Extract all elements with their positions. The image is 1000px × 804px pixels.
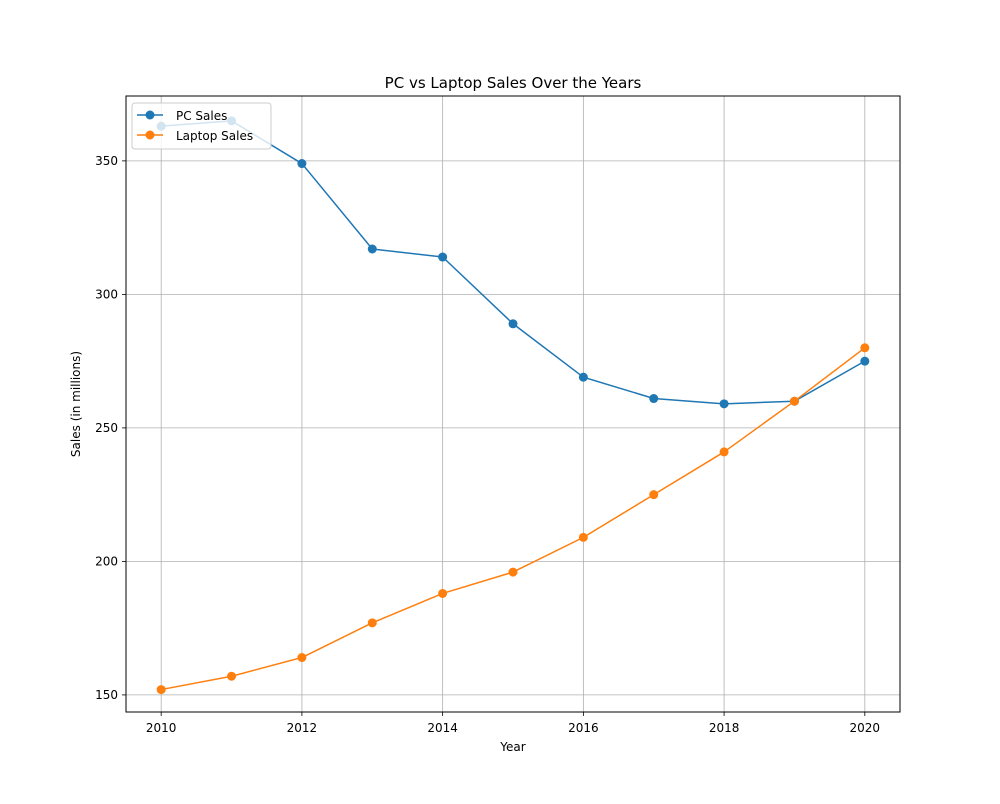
data-point-pc-sales xyxy=(297,159,307,169)
legend-box xyxy=(131,102,272,150)
data-point-laptop-sales xyxy=(508,567,518,577)
data-point-laptop-sales xyxy=(367,618,377,628)
legend-marker-pc-sales xyxy=(145,110,155,120)
legend: PC Sales Laptop Sales xyxy=(131,102,272,150)
legend-label-laptop-sales: Laptop Sales xyxy=(176,129,253,143)
y-tick-label: 150 xyxy=(95,688,118,702)
data-point-laptop-sales xyxy=(789,396,799,406)
x-tick-label: 2018 xyxy=(709,721,740,735)
data-point-laptop-sales xyxy=(227,671,237,681)
data-point-pc-sales xyxy=(578,372,588,382)
y-tick-label: 350 xyxy=(95,154,118,168)
grid-lines xyxy=(126,96,900,712)
y-axis-label: Sales (in millions) xyxy=(69,351,83,457)
data-point-laptop-sales xyxy=(438,588,448,598)
x-tick-label: 2016 xyxy=(568,721,599,735)
x-tick-label: 2020 xyxy=(850,721,881,735)
x-tick-label: 2014 xyxy=(427,721,458,735)
x-axis-label: Year xyxy=(499,740,525,754)
data-point-pc-sales xyxy=(719,399,729,409)
data-point-laptop-sales xyxy=(156,685,166,695)
chart-title: PC vs Laptop Sales Over the Years xyxy=(385,74,642,92)
legend-marker-laptop-sales xyxy=(145,130,155,140)
x-tick-label: 2010 xyxy=(146,721,177,735)
data-point-pc-sales xyxy=(438,252,448,262)
x-tick-label: 2012 xyxy=(287,721,318,735)
data-point-laptop-sales xyxy=(860,343,870,353)
data-point-pc-sales xyxy=(367,244,377,254)
plot-area-frame xyxy=(125,95,901,713)
data-point-pc-sales xyxy=(649,394,659,404)
y-tick-label: 250 xyxy=(95,421,118,435)
y-tick-label: 300 xyxy=(95,287,118,301)
legend-label-pc-sales: PC Sales xyxy=(176,109,227,123)
data-point-laptop-sales xyxy=(297,653,307,663)
series-lines xyxy=(156,116,870,695)
data-point-laptop-sales xyxy=(719,447,729,457)
data-point-pc-sales xyxy=(508,319,518,329)
y-axis-ticks: 150 200 250 300 350 xyxy=(95,154,126,702)
data-point-pc-sales xyxy=(860,356,870,366)
x-axis-ticks: 2010 2012 2014 2016 2018 2020 xyxy=(146,712,880,735)
data-point-laptop-sales xyxy=(649,490,659,500)
data-point-laptop-sales xyxy=(578,532,588,542)
y-tick-label: 200 xyxy=(95,554,118,568)
